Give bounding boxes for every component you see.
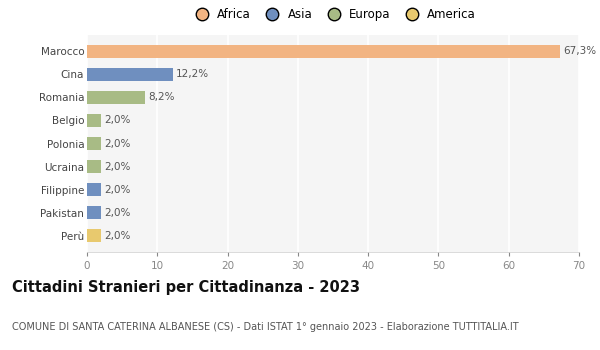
- Text: COMUNE DI SANTA CATERINA ALBANESE (CS) - Dati ISTAT 1° gennaio 2023 - Elaborazio: COMUNE DI SANTA CATERINA ALBANESE (CS) -…: [12, 322, 518, 332]
- Text: 2,0%: 2,0%: [104, 116, 131, 125]
- Text: 2,0%: 2,0%: [104, 185, 131, 195]
- Text: 2,0%: 2,0%: [104, 231, 131, 241]
- Bar: [87, 137, 101, 150]
- Bar: [87, 114, 101, 127]
- Bar: [87, 230, 101, 242]
- Bar: [87, 68, 173, 80]
- Text: 2,0%: 2,0%: [104, 208, 131, 218]
- Text: 8,2%: 8,2%: [148, 92, 175, 102]
- Bar: [87, 91, 145, 104]
- Text: 2,0%: 2,0%: [104, 162, 131, 172]
- Bar: [87, 206, 101, 219]
- Bar: [87, 45, 560, 57]
- Bar: [87, 183, 101, 196]
- Bar: [87, 160, 101, 173]
- Text: Cittadini Stranieri per Cittadinanza - 2023: Cittadini Stranieri per Cittadinanza - 2…: [12, 280, 360, 295]
- Legend: Africa, Asia, Europa, America: Africa, Asia, Europa, America: [187, 5, 479, 25]
- Text: 2,0%: 2,0%: [104, 139, 131, 148]
- Text: 67,3%: 67,3%: [563, 46, 596, 56]
- Text: 12,2%: 12,2%: [176, 69, 209, 79]
